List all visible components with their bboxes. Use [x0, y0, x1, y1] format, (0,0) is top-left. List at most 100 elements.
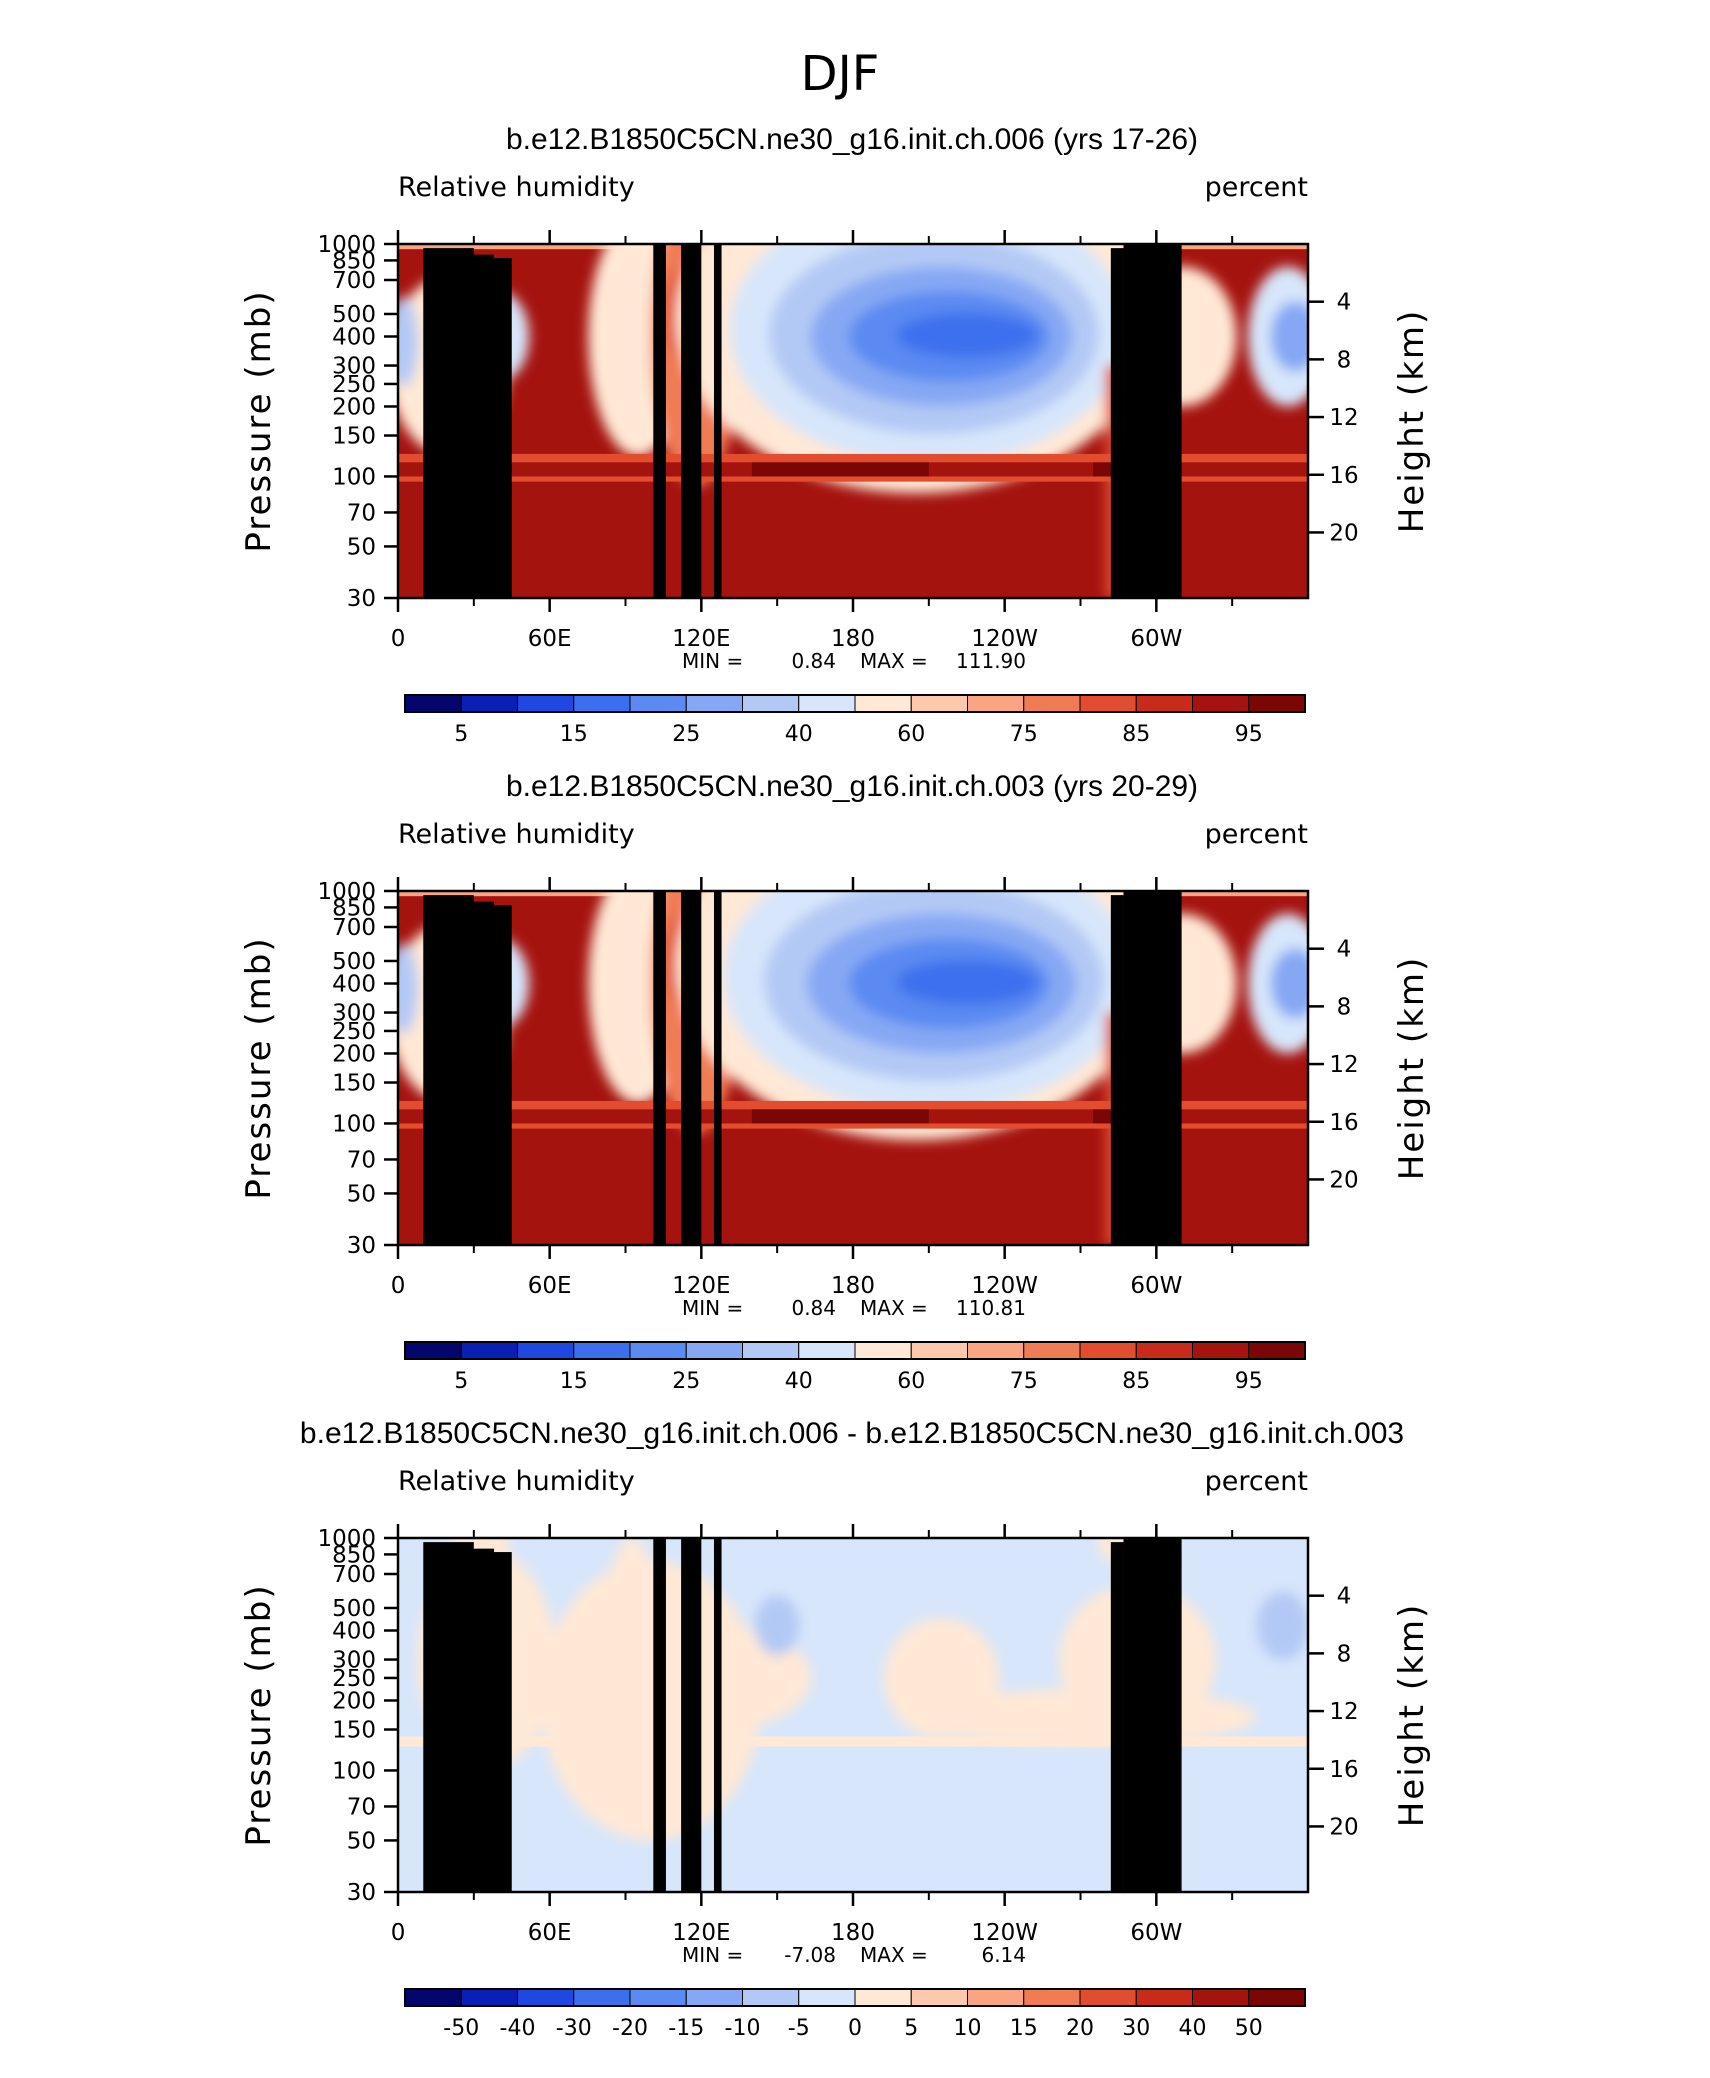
pressure-tick-label: 30	[347, 586, 376, 612]
units-label: percent	[1205, 819, 1308, 850]
pressure-tick-label: 200	[332, 1688, 376, 1714]
colorbar-label: 10	[954, 2016, 982, 2041]
x-tick-label: 120E	[672, 626, 730, 652]
colorbar-swatch	[798, 694, 856, 713]
pressure-tick-label: 250	[332, 1666, 376, 1692]
variable-label: Relative humidity	[398, 1466, 635, 1497]
pressure-tick-label: 700	[332, 915, 376, 941]
x-tick-label: 120W	[971, 1273, 1038, 1299]
colorbar-swatch	[967, 1988, 1025, 2007]
pressure-tick-label: 300	[332, 354, 376, 380]
variable-label: Relative humidity	[398, 172, 635, 203]
pressure-tick-label: 50	[347, 1828, 376, 1854]
contour-field	[398, 1538, 1308, 1892]
min-label: MIN =	[682, 1943, 743, 1967]
colorbar-label: 60	[897, 1369, 925, 1394]
colorbar-swatch	[910, 694, 968, 713]
height-tick-label: 16	[1329, 1110, 1358, 1136]
colorbar-swatch	[742, 1341, 800, 1360]
colorbar-label: 85	[1122, 1369, 1150, 1394]
colorbar-swatch	[629, 694, 687, 713]
colorbar-swatch	[1135, 694, 1193, 713]
max-value: 6.14	[981, 1943, 1026, 1967]
height-tick-label: 16	[1329, 1757, 1358, 1783]
height-tick-label: 12	[1329, 1052, 1358, 1078]
colorbar-swatch	[404, 1341, 462, 1360]
height-tick-label: 4	[1337, 937, 1352, 963]
colorbar-swatch	[573, 694, 631, 713]
colorbar-swatch	[629, 1341, 687, 1360]
height-tick-label: 4	[1337, 1584, 1352, 1610]
x-tick-label: 180	[831, 1920, 875, 1946]
pressure-tick-label: 500	[332, 949, 376, 975]
pressure-tick-label: 700	[332, 1562, 376, 1588]
panel-title: b.e12.B1850C5CN.ne30_g16.init.ch.003 (yr…	[506, 770, 1198, 803]
colorbar-swatch	[910, 1341, 968, 1360]
colorbar-swatch	[854, 694, 912, 713]
pressure-tick-label: 500	[332, 302, 376, 328]
x-tick-label: 120E	[672, 1273, 730, 1299]
colorbar-swatch	[1023, 1988, 1081, 2007]
pressure-tick-label: 700	[332, 268, 376, 294]
colorbar: 5 15 25 40 60 75 85 95	[404, 694, 1306, 747]
panel-3: b.e12.B1850C5CN.ne30_g16.init.ch.006 - b…	[239, 1417, 1432, 2041]
colorbar-label: -5	[788, 2016, 810, 2041]
colorbar-swatch	[1023, 1341, 1081, 1360]
panel-1: b.e12.B1850C5CN.ne30_g16.init.ch.006 (yr…	[239, 123, 1432, 747]
pressure-tick-label: 1000	[317, 232, 376, 258]
colorbar-swatch	[1135, 1341, 1193, 1360]
pressure-tick-label: 850	[332, 1542, 376, 1568]
y-axis-label-left: Pressure (mb)	[239, 1583, 279, 1846]
pressure-tick-label: 50	[347, 1181, 376, 1207]
variable-label: Relative humidity	[398, 819, 635, 850]
pressure-tick-label: 200	[332, 394, 376, 420]
y-axis-label-right: Height (km)	[1392, 309, 1432, 534]
colorbar-swatch	[854, 1341, 912, 1360]
colorbar-swatch	[1135, 1988, 1193, 2007]
y-axis-label-left: Pressure (mb)	[239, 936, 279, 1199]
pressure-tick-label: 30	[347, 1880, 376, 1906]
colorbar-swatch	[967, 694, 1025, 713]
pressure-tick-label: 400	[332, 972, 376, 998]
colorbar-swatch	[460, 694, 518, 713]
height-tick-label: 8	[1337, 347, 1352, 373]
colorbar-swatch	[1079, 694, 1137, 713]
height-tick-label: 20	[1329, 520, 1358, 546]
colorbar-label: 40	[785, 722, 813, 747]
panel-title: b.e12.B1850C5CN.ne30_g16.init.ch.006 - b…	[300, 1417, 1404, 1450]
colorbar-label: 85	[1122, 722, 1150, 747]
height-tick-label: 8	[1337, 1641, 1352, 1667]
pressure-tick-label: 70	[347, 1794, 376, 1820]
pressure-tick-label: 300	[332, 1001, 376, 1027]
min-value: -7.08	[784, 1943, 836, 1967]
panel-2: b.e12.B1850C5CN.ne30_g16.init.ch.003 (yr…	[239, 770, 1432, 1394]
colorbar-frame	[404, 1988, 1306, 2007]
colorbar-swatch	[1192, 1341, 1250, 1360]
colorbar-label: 15	[560, 1369, 588, 1394]
colorbar-swatch	[1192, 1988, 1250, 2007]
colorbar-swatch	[517, 694, 575, 713]
contour-field	[398, 244, 1308, 598]
pressure-tick-label: 500	[332, 1596, 376, 1622]
min-label: MIN =	[682, 1296, 743, 1320]
pressure-tick-label: 100	[332, 464, 376, 490]
colorbar-label: -10	[725, 2016, 761, 2041]
units-label: percent	[1205, 1466, 1308, 1497]
pressure-tick-label: 70	[347, 1147, 376, 1173]
height-tick-label: 8	[1337, 994, 1352, 1020]
colorbar-frame	[404, 1341, 1306, 1360]
x-tick-label: 0	[391, 1273, 406, 1299]
pressure-tick-label: 850	[332, 248, 376, 274]
colorbar-label: 0	[848, 2016, 862, 2041]
x-tick-label: 60E	[528, 1273, 572, 1299]
colorbar-swatch	[517, 1341, 575, 1360]
colorbar-swatch	[742, 694, 800, 713]
height-tick-label: 20	[1329, 1167, 1358, 1193]
colorbar-label: 5	[454, 722, 468, 747]
colorbar-label: -30	[556, 2016, 592, 2041]
units-label: percent	[1205, 172, 1308, 203]
colorbar-swatch	[573, 1988, 631, 2007]
colorbar-swatch	[1079, 1341, 1137, 1360]
contour-field	[398, 891, 1308, 1245]
